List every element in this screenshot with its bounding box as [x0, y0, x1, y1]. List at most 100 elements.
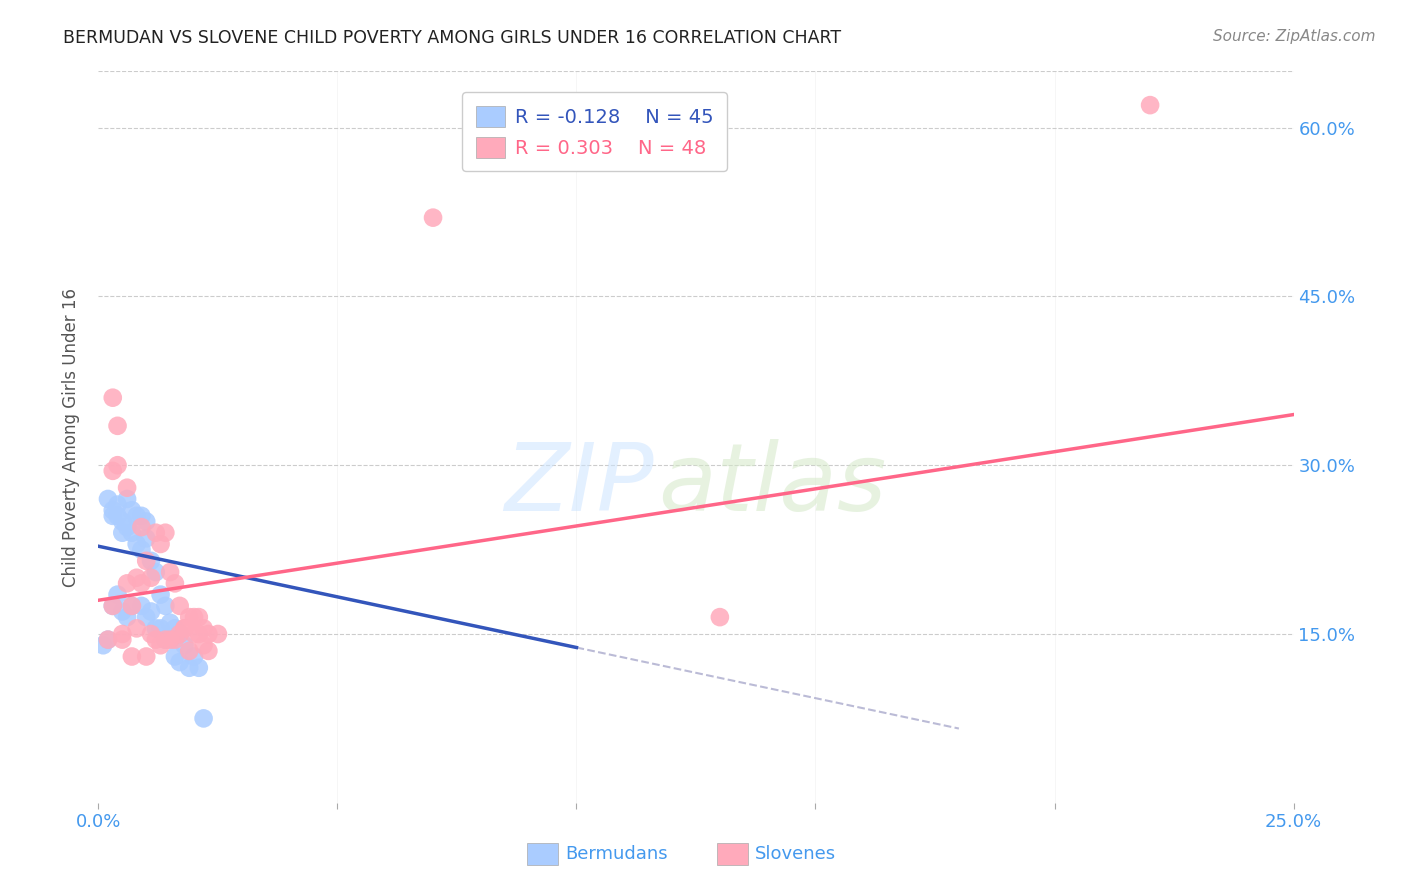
- Text: ZIP: ZIP: [505, 439, 654, 530]
- Point: [139, 571, 162, 585]
- Text: BERMUDAN VS SLOVENE CHILD POVERTY AMONG GIRLS UNDER 16 CORRELATION CHART: BERMUDAN VS SLOVENE CHILD POVERTY AMONG …: [63, 29, 841, 47]
- Point: [107, 458, 129, 473]
- Point: [207, 627, 229, 641]
- Point: [193, 638, 215, 652]
- Point: [187, 610, 209, 624]
- Point: [155, 599, 177, 613]
- Point: [125, 537, 148, 551]
- Point: [149, 621, 172, 635]
- Point: [135, 515, 157, 529]
- Point: [101, 508, 124, 523]
- Point: [187, 627, 209, 641]
- Point: [107, 508, 129, 523]
- Point: [125, 621, 148, 635]
- Point: [121, 503, 143, 517]
- Point: [131, 520, 153, 534]
- Point: [169, 599, 191, 613]
- Point: [193, 621, 215, 635]
- Point: [121, 525, 143, 540]
- Point: [97, 632, 120, 647]
- Point: [139, 605, 162, 619]
- Point: [169, 627, 191, 641]
- Point: [159, 632, 181, 647]
- Point: [139, 627, 162, 641]
- Point: [173, 621, 195, 635]
- Point: [97, 491, 120, 506]
- Point: [163, 621, 186, 635]
- Point: [101, 391, 124, 405]
- Point: [111, 605, 134, 619]
- Point: [101, 503, 124, 517]
- Point: [125, 571, 148, 585]
- Point: [155, 525, 177, 540]
- Point: [139, 554, 162, 568]
- Point: [173, 638, 195, 652]
- Point: [91, 638, 114, 652]
- Point: [1139, 98, 1161, 112]
- Point: [135, 610, 157, 624]
- Point: [107, 418, 129, 433]
- Point: [111, 515, 134, 529]
- Point: [179, 661, 201, 675]
- Point: [163, 649, 186, 664]
- Point: [173, 621, 195, 635]
- Point: [111, 627, 134, 641]
- Point: [145, 565, 167, 579]
- Point: [107, 588, 129, 602]
- Point: [115, 520, 138, 534]
- Point: [107, 498, 129, 512]
- Legend: R = -0.128    N = 45, R = 0.303    N = 48: R = -0.128 N = 45, R = 0.303 N = 48: [463, 92, 727, 171]
- Point: [163, 632, 186, 647]
- Point: [197, 644, 219, 658]
- Point: [179, 644, 201, 658]
- Point: [187, 661, 209, 675]
- Point: [131, 599, 153, 613]
- Point: [115, 491, 138, 506]
- Point: [115, 576, 138, 591]
- Point: [111, 632, 134, 647]
- Point: [135, 649, 157, 664]
- Point: [145, 525, 167, 540]
- Text: Source: ZipAtlas.com: Source: ZipAtlas.com: [1212, 29, 1375, 45]
- Point: [183, 649, 205, 664]
- Point: [155, 632, 177, 647]
- Point: [115, 481, 138, 495]
- Point: [155, 632, 177, 647]
- Point: [121, 599, 143, 613]
- Point: [131, 576, 153, 591]
- Point: [97, 632, 120, 647]
- Point: [101, 599, 124, 613]
- Point: [193, 711, 215, 725]
- Y-axis label: Child Poverty Among Girls Under 16: Child Poverty Among Girls Under 16: [62, 287, 80, 587]
- Point: [145, 621, 167, 635]
- Point: [149, 588, 172, 602]
- Point: [131, 508, 153, 523]
- Point: [101, 599, 124, 613]
- Point: [149, 537, 172, 551]
- Point: [135, 532, 157, 546]
- Point: [149, 638, 172, 652]
- Point: [131, 542, 153, 557]
- Point: [183, 610, 205, 624]
- Point: [121, 649, 143, 664]
- Point: [159, 565, 181, 579]
- Point: [422, 211, 444, 225]
- Point: [197, 627, 219, 641]
- Text: atlas: atlas: [658, 439, 886, 530]
- Point: [179, 610, 201, 624]
- Point: [135, 554, 157, 568]
- Text: Slovenes: Slovenes: [755, 845, 837, 863]
- Point: [101, 464, 124, 478]
- Point: [709, 610, 731, 624]
- Point: [169, 627, 191, 641]
- Point: [125, 508, 148, 523]
- Point: [115, 610, 138, 624]
- Point: [163, 576, 186, 591]
- Point: [145, 632, 167, 647]
- Point: [111, 525, 134, 540]
- Point: [169, 655, 191, 669]
- Text: Bermudans: Bermudans: [565, 845, 668, 863]
- Point: [159, 615, 181, 630]
- Point: [159, 632, 181, 647]
- Point: [183, 627, 205, 641]
